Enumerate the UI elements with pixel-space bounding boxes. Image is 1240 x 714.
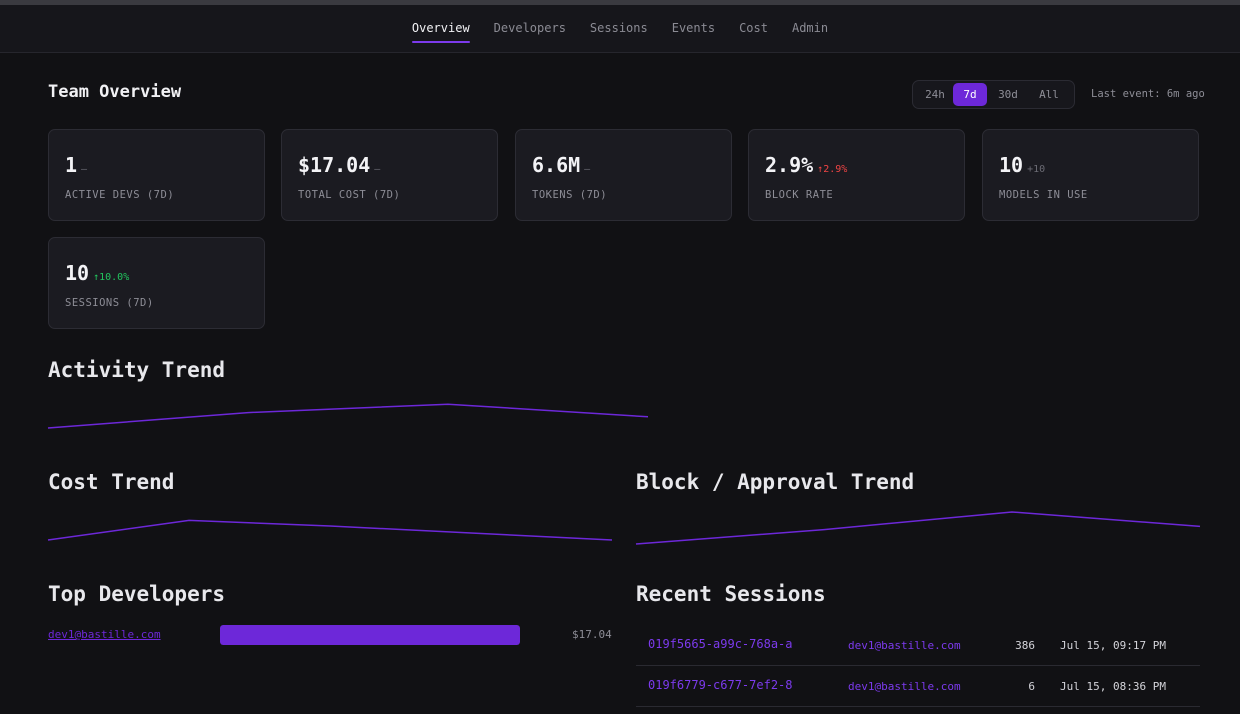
metric-delta: —	[584, 164, 591, 175]
metric-value: 10 ↑10.0%	[65, 261, 129, 285]
cost-trend-line	[47, 519, 613, 541]
recent-sessions-title: Recent Sessions	[636, 582, 826, 606]
activity-trend-line	[47, 403, 649, 429]
metric-delta: ↑10.0%	[93, 272, 130, 283]
metric-value: $17.04—	[298, 153, 380, 177]
range-7d-button[interactable]: 7d	[953, 83, 987, 106]
block-approval-trend-chart	[635, 511, 1201, 545]
tab-developers[interactable]: Developers	[493, 21, 566, 35]
developer-cost-bar-fill	[220, 625, 520, 645]
page-title: Team Overview	[48, 82, 182, 102]
metric-value: 1—	[65, 153, 87, 177]
range-30d-button[interactable]: 30d	[998, 88, 1018, 101]
tab-sessions[interactable]: Sessions	[589, 21, 648, 35]
cost-trend-title: Cost Trend	[48, 470, 175, 494]
metric-label: MODELS IN USE	[999, 189, 1088, 201]
session-email-link[interactable]: dev1@bastille.com	[848, 680, 961, 693]
tab-cost[interactable]: Cost	[739, 21, 768, 35]
session-row[interactable]: 019f6779-c677-7ef2-8 dev1@bastille.com 6…	[636, 666, 1200, 707]
main-nav: Overview Developers Sessions Events Cost…	[0, 5, 1240, 53]
metric-value: 6.6M —	[532, 153, 590, 177]
metric-label: ACTIVE DEVS (7D)	[65, 189, 175, 201]
metric-card-tokens: 6.6M — TOKENS (7D)	[515, 129, 732, 221]
metric-card-active-devs: 1— ACTIVE DEVS (7D)	[48, 129, 265, 221]
session-id-link[interactable]: 019f5665-a99c-768a-a	[648, 637, 793, 651]
tab-events[interactable]: Events	[671, 21, 716, 35]
developer-cost-bar	[220, 625, 520, 645]
metric-delta: +10	[1027, 164, 1046, 175]
metric-number: 2.9%	[765, 153, 814, 177]
activity-trend-chart	[47, 403, 649, 429]
activity-trend-title: Activity Trend	[48, 358, 226, 382]
cost-trend-chart	[47, 519, 613, 541]
metric-label: TOKENS (7D)	[532, 189, 608, 201]
window-top-strip	[0, 0, 1240, 5]
tab-admin[interactable]: Admin	[791, 21, 829, 35]
time-range-selector: 24h 7d 30d All	[912, 80, 1075, 109]
tab-overview[interactable]: Overview	[411, 5, 470, 43]
last-event-status: Last event: 6m ago	[1091, 88, 1205, 100]
metric-value: 2.9% ↑2.9%	[765, 153, 847, 177]
session-event-count: 6	[1028, 680, 1035, 693]
metric-card-models-in-use: 10 +10 MODELS IN USE	[982, 129, 1199, 221]
session-event-count: 386	[1015, 639, 1035, 652]
developer-email-link[interactable]: dev1@bastille.com	[48, 628, 161, 641]
top-developers-title: Top Developers	[48, 582, 226, 606]
metric-delta: —	[374, 164, 381, 175]
block-approval-trend-line	[635, 511, 1201, 545]
metric-number: 10	[999, 153, 1024, 177]
metric-card-total-cost: $17.04— TOTAL COST (7D)	[281, 129, 498, 221]
metric-card-block-rate: 2.9% ↑2.9% BLOCK RATE	[748, 129, 965, 221]
range-all-button[interactable]: All	[1039, 88, 1059, 101]
metric-label: BLOCK RATE	[765, 189, 834, 201]
metric-number: 6.6M	[532, 153, 581, 177]
block-approval-trend-title: Block / Approval Trend	[636, 470, 915, 494]
developer-cost: $17.04	[572, 628, 612, 641]
session-email-link[interactable]: dev1@bastille.com	[848, 639, 961, 652]
metric-label: SESSIONS (7D)	[65, 297, 154, 309]
metric-label: TOTAL COST (7D)	[298, 189, 401, 201]
metric-delta: —	[81, 164, 88, 175]
session-time: Jul 15, 09:17 PM	[1060, 639, 1166, 652]
range-24h-button[interactable]: 24h	[925, 88, 945, 101]
metric-value: 10 +10	[999, 153, 1045, 177]
session-row[interactable]: 019f5665-a99c-768a-a dev1@bastille.com 3…	[636, 625, 1200, 666]
metric-number: $17.04	[298, 153, 371, 177]
session-time: Jul 15, 08:36 PM	[1060, 680, 1166, 693]
metric-number: 1	[65, 153, 78, 177]
metric-card-sessions: 10 ↑10.0% SESSIONS (7D)	[48, 237, 265, 329]
metric-number: 10	[65, 261, 90, 285]
metric-delta: ↑2.9%	[817, 164, 848, 175]
session-id-link[interactable]: 019f6779-c677-7ef2-8	[648, 678, 793, 692]
